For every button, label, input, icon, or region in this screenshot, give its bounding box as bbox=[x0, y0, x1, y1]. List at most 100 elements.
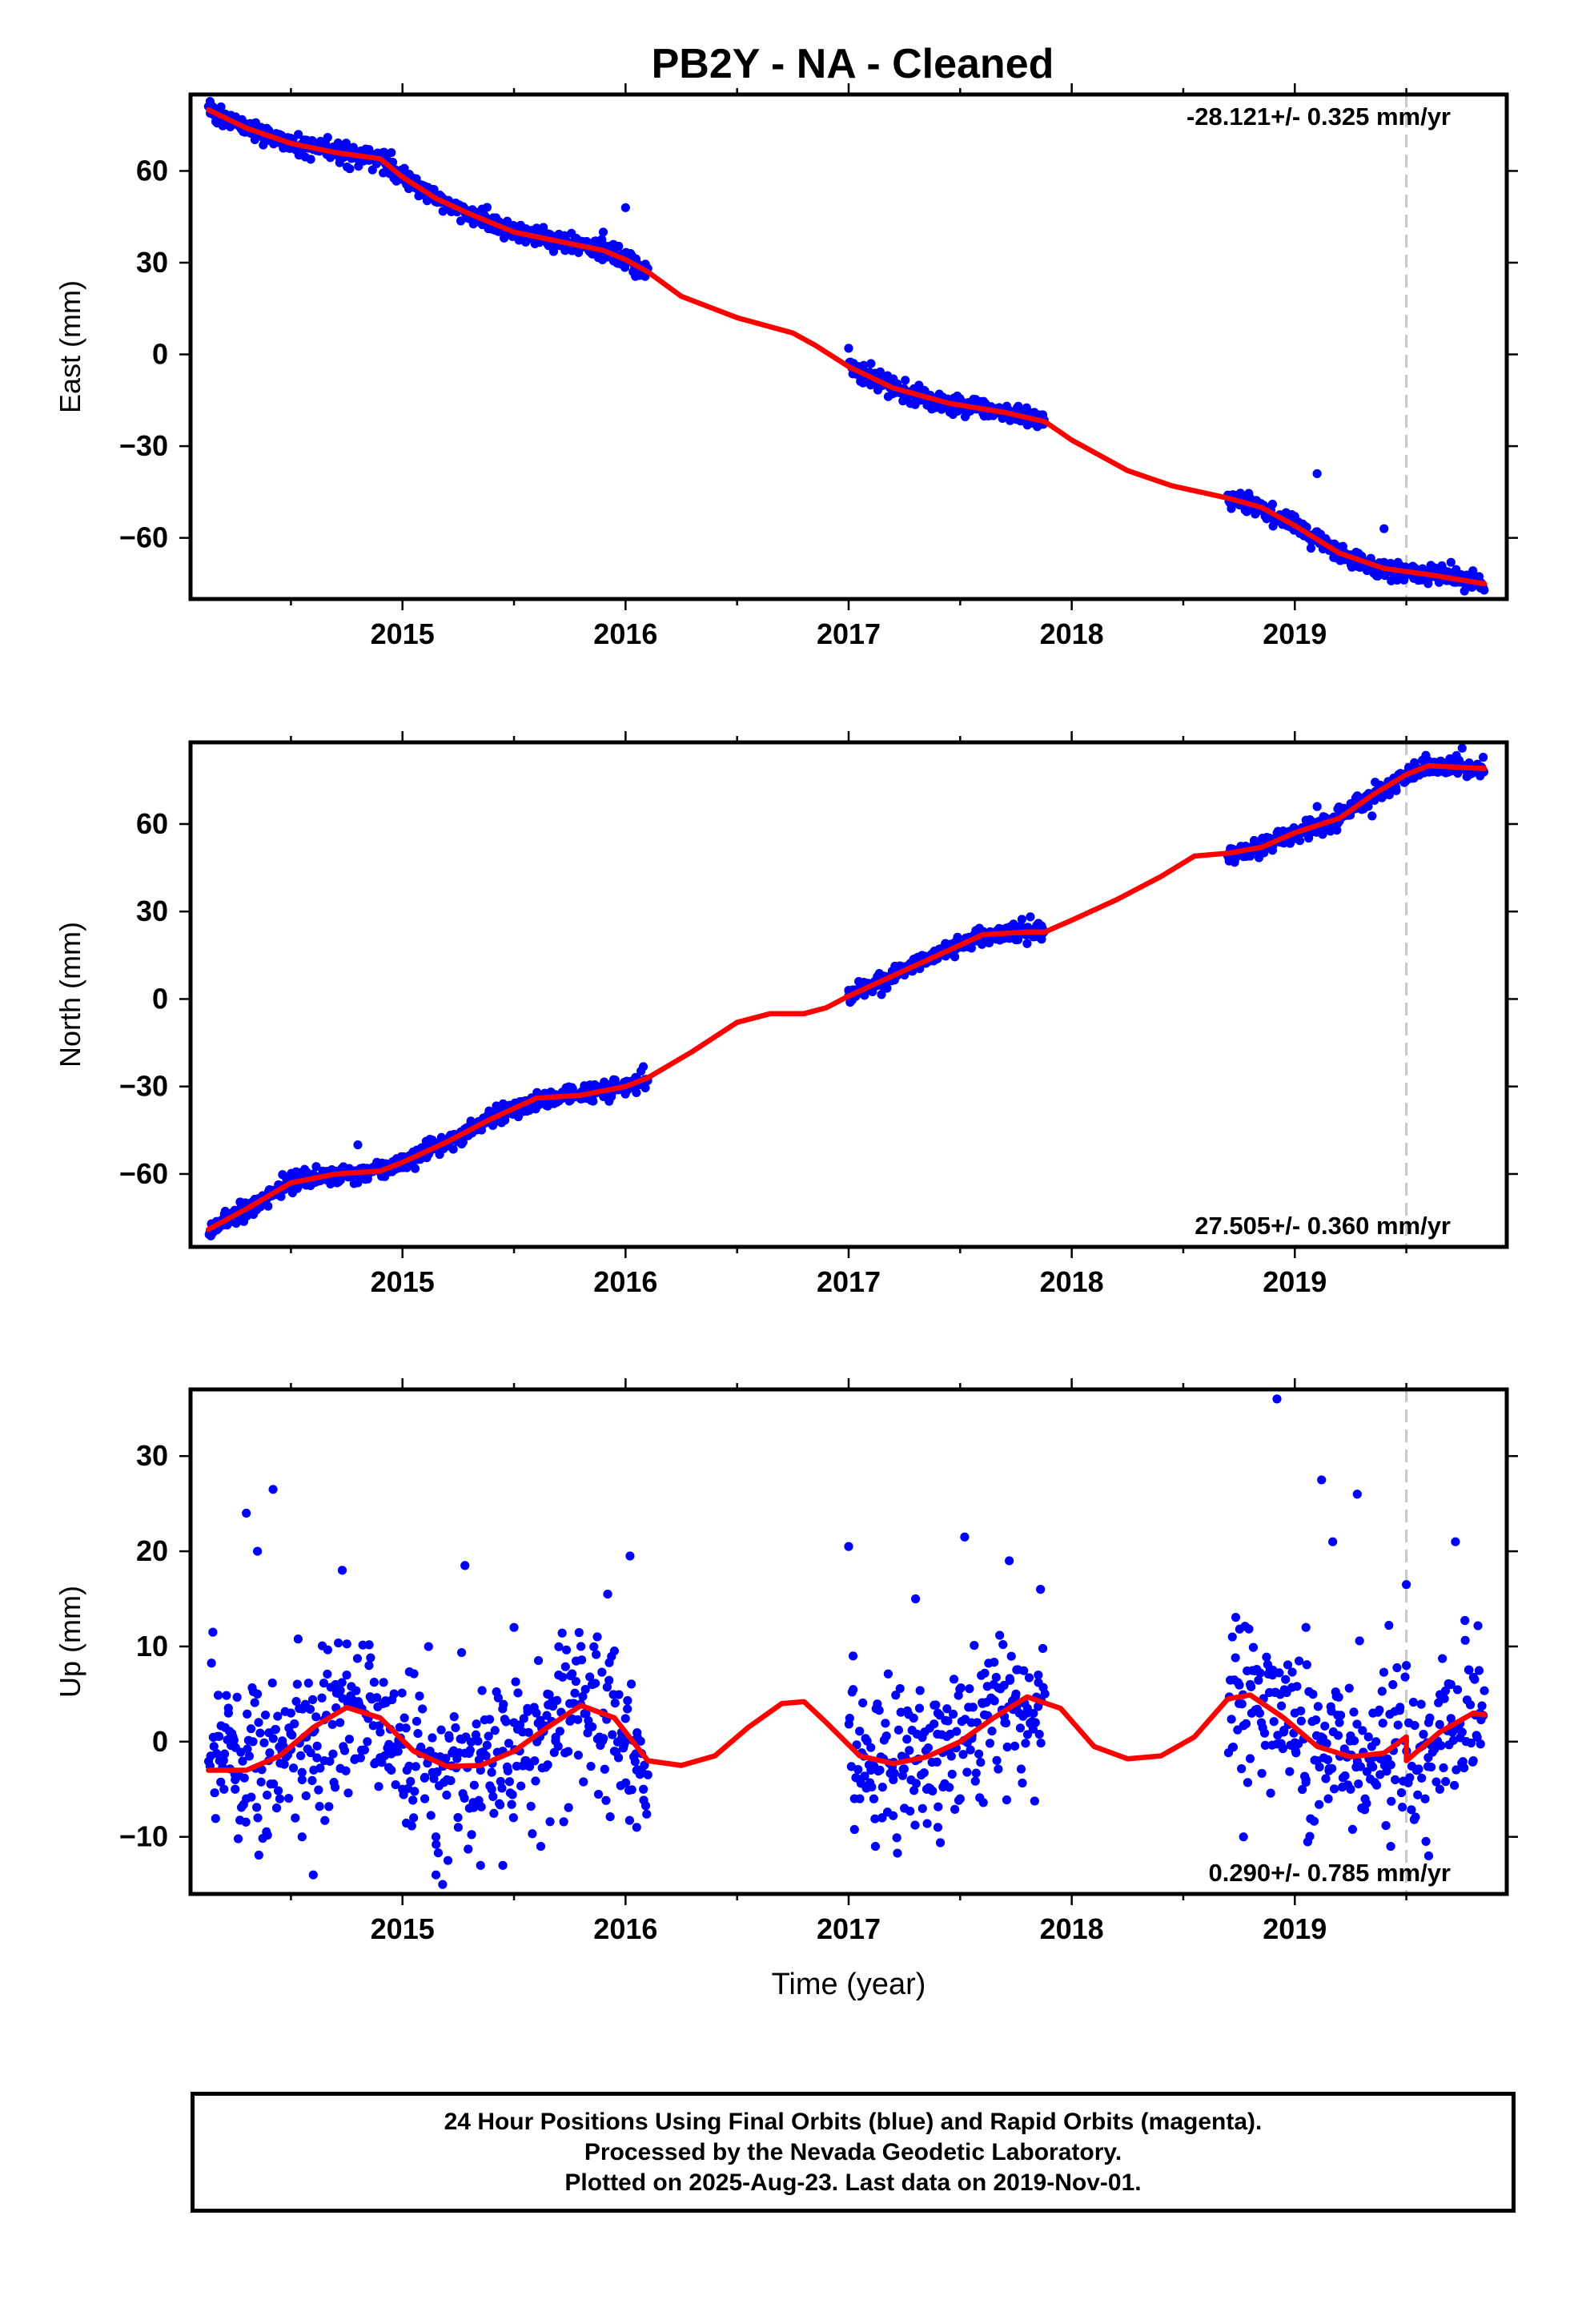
up-data-point bbox=[1259, 1728, 1270, 1738]
north-data-point bbox=[311, 1162, 321, 1172]
up-data-point bbox=[231, 1775, 240, 1784]
north-data-layer bbox=[204, 743, 1489, 1240]
east-data-point bbox=[1468, 566, 1478, 576]
up-data-point bbox=[1354, 1779, 1363, 1789]
up-data-point bbox=[1315, 1799, 1324, 1809]
up-data-point bbox=[328, 1749, 338, 1759]
up-data-point bbox=[431, 1870, 441, 1880]
up-data-point bbox=[1294, 1656, 1304, 1666]
north-y-tick-label: 0 bbox=[152, 982, 168, 1015]
up-data-point bbox=[526, 1801, 536, 1811]
up-data-point bbox=[587, 1679, 597, 1690]
up-data-point bbox=[341, 1766, 351, 1775]
up-data-point bbox=[256, 1777, 266, 1787]
up-data-point bbox=[1421, 1836, 1431, 1847]
up-data-point bbox=[353, 1699, 363, 1708]
up-model-fit-line bbox=[206, 1692, 1488, 1773]
up-data-point bbox=[623, 1695, 632, 1706]
up-data-point bbox=[574, 1628, 584, 1638]
up-data-point bbox=[1340, 1771, 1350, 1781]
east-panel: 2015 2016 2017 2018 2019 60 30 0 −30 −60 East (mm)… bbox=[54, 83, 1518, 650]
up-data-point bbox=[1237, 1764, 1247, 1774]
up-data-point bbox=[1296, 1716, 1306, 1726]
up-data-point bbox=[1290, 1708, 1299, 1718]
up-data-point bbox=[291, 1813, 300, 1823]
east-data-point bbox=[1306, 543, 1316, 553]
up-data-point bbox=[867, 1782, 877, 1792]
up-data-point bbox=[210, 1788, 219, 1798]
up-data-point bbox=[243, 1744, 252, 1754]
up-data-point bbox=[402, 1765, 412, 1775]
east-y-tick-label: −60 bbox=[119, 521, 168, 554]
up-data-point bbox=[297, 1767, 307, 1777]
up-data-point bbox=[507, 1799, 516, 1809]
up-data-point bbox=[909, 1786, 919, 1795]
north-velocity-label: 27.505+/- 0.360 mm/yr bbox=[1195, 1212, 1451, 1240]
up-data-point bbox=[1412, 1765, 1423, 1775]
up-data-point bbox=[866, 1765, 876, 1775]
up-data-point bbox=[581, 1709, 591, 1719]
up-data-point bbox=[476, 1860, 485, 1870]
up-data-point bbox=[1460, 1635, 1470, 1645]
up-data-point bbox=[243, 1709, 252, 1719]
up-data-point bbox=[1346, 1784, 1355, 1794]
up-data-point bbox=[467, 1830, 476, 1839]
up-data-point bbox=[585, 1672, 595, 1682]
up-data-point bbox=[1235, 1699, 1244, 1708]
north-plot-frame bbox=[188, 740, 1509, 1249]
up-data-point bbox=[253, 1813, 263, 1823]
up-data-point bbox=[1441, 1777, 1451, 1787]
up-data-point bbox=[1272, 1394, 1282, 1404]
up-data-point bbox=[1473, 1621, 1483, 1630]
up-data-point bbox=[1002, 1742, 1012, 1752]
up-data-point bbox=[1391, 1775, 1400, 1784]
up-data-point bbox=[528, 1829, 537, 1839]
up-data-point bbox=[900, 1803, 909, 1813]
up-data-point bbox=[958, 1750, 968, 1759]
up-data-point bbox=[1283, 1660, 1293, 1670]
east-y-tick-label: 60 bbox=[136, 154, 168, 187]
up-data-point bbox=[497, 1783, 507, 1793]
up-data-point bbox=[1439, 1694, 1449, 1703]
up-data-point bbox=[213, 1691, 223, 1700]
up-data-point bbox=[934, 1802, 943, 1811]
up-data-point bbox=[257, 1765, 267, 1775]
up-data-point bbox=[1410, 1720, 1419, 1731]
up-data-point bbox=[409, 1813, 419, 1823]
up-data-point bbox=[919, 1768, 929, 1778]
up-x-tick-label: 2018 bbox=[1040, 1912, 1104, 1945]
up-data-point bbox=[888, 1811, 898, 1820]
up-data-point bbox=[1313, 1702, 1323, 1711]
up-data-point bbox=[426, 1811, 436, 1820]
up-data-point bbox=[1402, 1580, 1411, 1590]
up-data-point bbox=[406, 1776, 416, 1787]
up-data-point bbox=[971, 1768, 981, 1778]
up-data-point bbox=[1245, 1754, 1255, 1763]
up-y-tick-label: 30 bbox=[136, 1439, 168, 1472]
up-data-point bbox=[337, 1566, 347, 1575]
north-data-point bbox=[638, 1062, 648, 1072]
up-data-point bbox=[296, 1751, 306, 1760]
up-data-point bbox=[320, 1815, 330, 1825]
up-data-point bbox=[978, 1798, 988, 1807]
up-data-point bbox=[922, 1819, 932, 1828]
up-data-point bbox=[442, 1775, 452, 1784]
up-data-point bbox=[559, 1817, 568, 1827]
up-data-point bbox=[215, 1731, 224, 1741]
up-y-tick-label: 10 bbox=[136, 1630, 168, 1663]
east-data-point bbox=[323, 133, 332, 143]
up-data-point bbox=[209, 1742, 219, 1751]
up-data-point bbox=[1464, 1665, 1474, 1675]
up-data-point bbox=[849, 1824, 859, 1835]
east-x-tick-label: 2017 bbox=[817, 617, 881, 650]
up-data-point bbox=[557, 1628, 567, 1638]
east-data-point bbox=[875, 367, 885, 376]
east-data-point bbox=[1379, 557, 1389, 567]
up-data-point bbox=[283, 1793, 294, 1803]
up-data-point bbox=[307, 1695, 318, 1704]
up-data-point bbox=[883, 1669, 893, 1679]
up-data-point bbox=[1371, 1780, 1382, 1790]
up-data-point bbox=[620, 1778, 631, 1787]
up-data-point bbox=[1448, 1735, 1458, 1745]
up-data-point bbox=[1255, 1708, 1265, 1718]
